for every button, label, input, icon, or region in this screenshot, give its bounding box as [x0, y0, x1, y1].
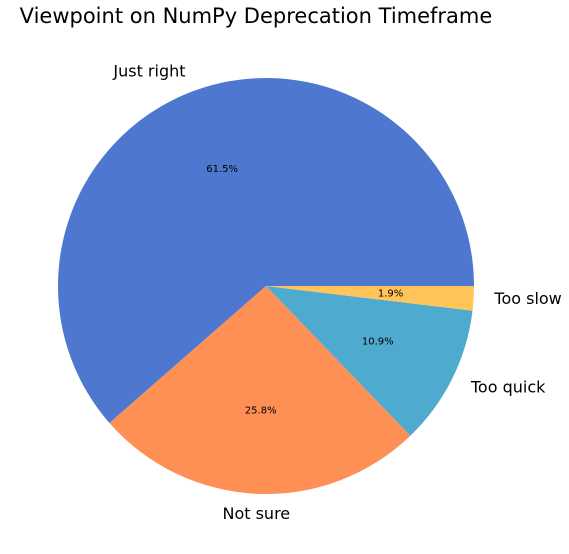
- pie-slice-too-slow: [266, 286, 474, 311]
- category-label-just-right: Just right: [112, 61, 185, 80]
- percent-label-just-right: 61.5%: [206, 164, 238, 175]
- pie-slices: [58, 78, 474, 495]
- pie-slice-too-quick: [266, 286, 473, 436]
- category-label-not-sure: Not sure: [222, 504, 290, 523]
- percent-label-too-quick: 10.9%: [362, 337, 394, 348]
- pie-slice-not-sure: [109, 286, 411, 495]
- percent-label-not-sure: 25.8%: [245, 406, 277, 417]
- category-label-too-slow: Too slow: [493, 289, 561, 308]
- chart-title: Viewpoint on NumPy Deprecation Timeframe: [20, 4, 493, 28]
- pie-slice-just-right: [58, 78, 474, 423]
- category-label-too-quick: Too quick: [470, 377, 546, 396]
- pie-labels: Just right 61.5% Not sure 25.8% Too quick 10.…: [112, 61, 561, 523]
- percent-label-too-slow: 1.9%: [378, 288, 403, 299]
